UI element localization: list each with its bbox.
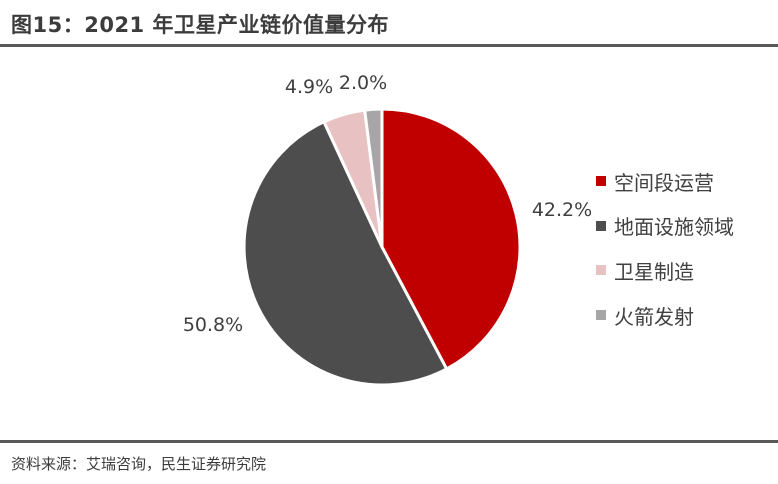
legend-item-satellite-manufacturing: 卫星制造 — [596, 255, 734, 285]
legend-label: 火箭发射 — [614, 304, 694, 329]
legend-item-rocket-launch: 火箭发射 — [596, 300, 734, 330]
legend-swatch — [596, 220, 606, 231]
pie-slice-ground-facilities — [242, 120, 449, 387]
data-label-ground-facilities: 50.8% — [183, 314, 243, 336]
legend-label: 卫星制造 — [614, 259, 694, 284]
legend-item-space-operation: 空间段运营 — [596, 166, 734, 196]
pie-slice-space-operation — [380, 107, 522, 371]
legend-swatch — [596, 310, 606, 321]
legend-swatch — [596, 265, 606, 276]
pie-slice-rocket-launch — [363, 107, 384, 249]
legend-label: 空间段运营 — [614, 170, 714, 195]
bottom-divider — [0, 440, 778, 443]
legend-swatch — [596, 176, 606, 186]
chart-legend: 空间段运营 地面设施领域 卫星制造 火箭发射 — [596, 166, 734, 345]
top-divider — [0, 44, 778, 47]
data-label-satellite-manufacturing: 4.9% — [285, 76, 333, 98]
figure-title: 图15：2021 年卫星产业链价值量分布 — [11, 13, 389, 37]
source-note: 资料来源：艾瑞咨询，民生证券研究院 — [11, 455, 267, 473]
data-label-rocket-launch: 2.0% — [339, 72, 387, 94]
legend-item-ground-facilities: 地面设施领域 — [596, 211, 734, 241]
data-label-space-operation: 42.2% — [532, 199, 592, 221]
legend-label: 地面设施领域 — [614, 215, 734, 240]
